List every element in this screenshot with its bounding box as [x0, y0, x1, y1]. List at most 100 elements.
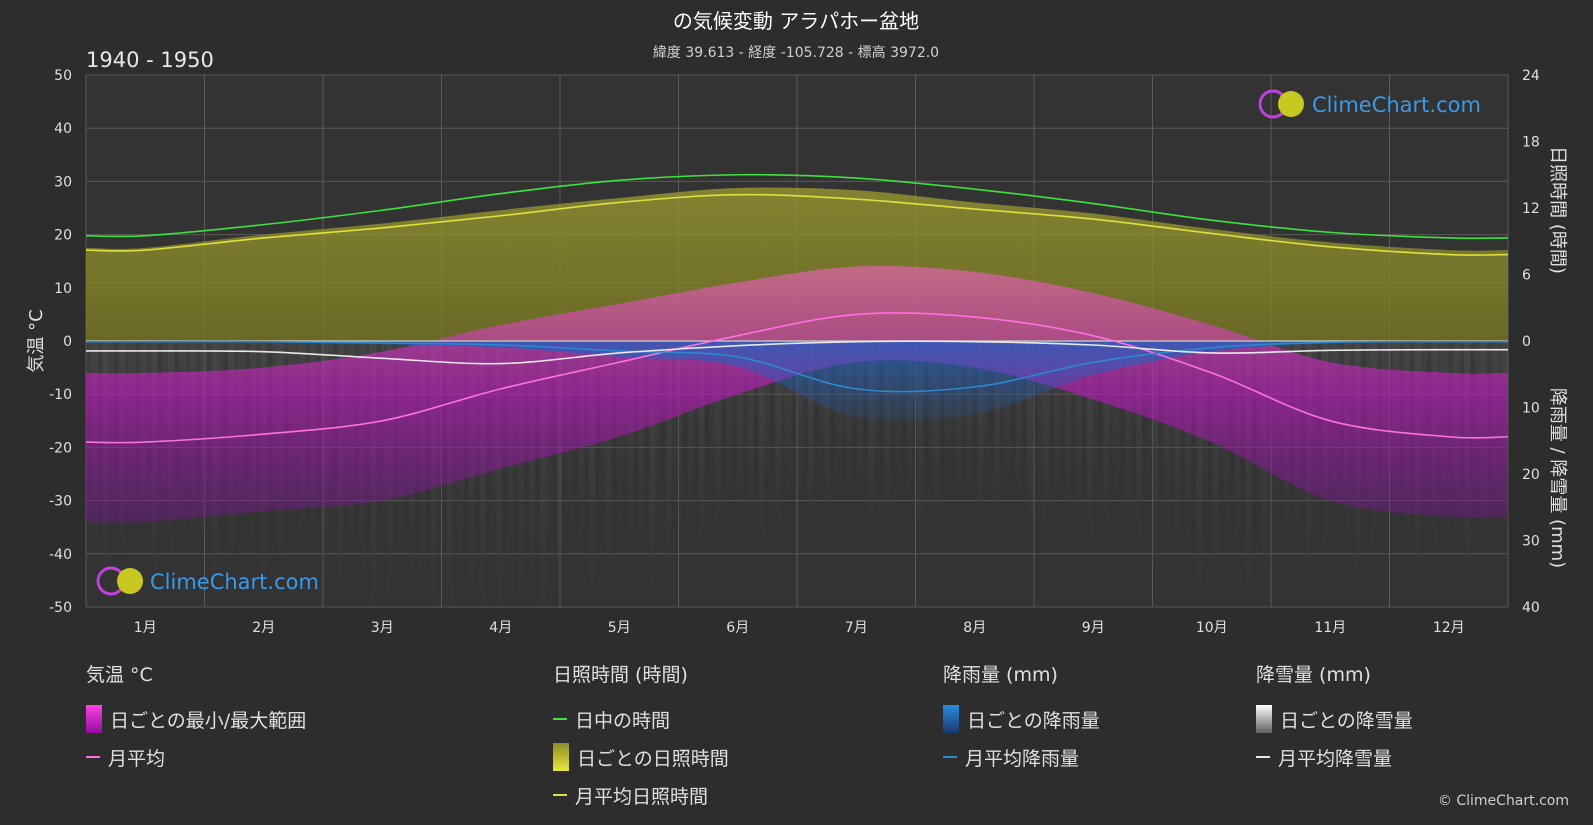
daily-snow-bar [1103, 341, 1110, 522]
daily-snow-bar [1196, 341, 1203, 586]
legend-snow: 降雪量 (mm) 日ごとの降雪量 月平均降雪量 [1256, 660, 1413, 776]
y-left-tick-label: -40 [49, 547, 72, 563]
y-right-top-axis-label: 日照時間 (時間) [1547, 146, 1568, 274]
daily-snow-bar [1054, 341, 1061, 490]
y-right-top-tick-label: 24 [1522, 68, 1540, 84]
logo-sun-icon [1278, 91, 1304, 117]
daily-snow-bar [687, 341, 694, 510]
y-left-tick-label: 40 [54, 121, 72, 137]
daily-snow-bar [966, 341, 973, 491]
daily-snow-bar [1043, 341, 1050, 522]
daily-snow-bar [993, 341, 1000, 505]
y-left-tick-label: 20 [54, 228, 72, 244]
daily-snow-bar [1064, 341, 1071, 506]
daily-snow-bar [709, 341, 716, 477]
legend-item-snow-avg: 月平均降雪量 [1256, 738, 1413, 776]
daily-snow-bar [1185, 341, 1192, 544]
watermark-top: ClimeChart.com [1258, 89, 1481, 119]
daily-rain-area [86, 341, 1508, 422]
daily-snow-bar [627, 341, 634, 544]
sunshine-avg-swatch-icon [553, 794, 567, 796]
snow-avg-swatch-icon [1256, 756, 1270, 758]
rain-avg-swatch-icon [943, 756, 957, 758]
daily-snow-bar [758, 341, 765, 542]
sunshine-avg-line [85, 193, 1509, 256]
legend-rain-title: 降雨量 (mm) [943, 664, 1058, 686]
daily-snow-bar [1075, 341, 1082, 506]
temp-range-band [86, 265, 1508, 523]
daily-snow-bar [1059, 341, 1066, 459]
daily-sunshine-swatch-icon [553, 743, 569, 771]
x-tick-label: 2月 [252, 620, 275, 636]
rain-avg-line [86, 340, 1509, 393]
legend-item-daily-snow: 日ごとの降雪量 [1256, 700, 1413, 738]
legend-item-daylight: 日中の時間 [553, 700, 729, 738]
daily-snow-bar [556, 341, 563, 607]
daylight-line [85, 173, 1509, 240]
axes: 50 40 30 20 10 0 -10 -20 -30 -40 -50 24 18 12 6 0 10 20 30… [49, 68, 1540, 636]
y-left-tick-label: -30 [49, 494, 72, 510]
daily-snow-swatch-icon [1256, 705, 1272, 733]
x-tick-label: 9月 [1082, 620, 1105, 636]
legend-sunshine: 日照時間 (時間) 日中の時間 日ごとの日照時間 月平均日照時間 [553, 660, 729, 814]
daily-snow-bar [807, 341, 814, 518]
daily-snow-bar [714, 341, 721, 526]
x-tick-label: 10月 [1196, 620, 1228, 636]
daily-snow-bar [977, 341, 984, 518]
legend-temperature-title: 気温 °C [86, 664, 153, 686]
x-tick-label: 4月 [489, 620, 512, 636]
snow-avg-line [85, 340, 1509, 365]
temp-avg-swatch-icon [86, 756, 100, 758]
y-right-bottom-tick-label: 10 [1522, 401, 1540, 417]
daily-snow-bar [496, 341, 503, 607]
y-right-bottom-tick-label: 40 [1522, 600, 1540, 616]
logo-sun-icon [117, 568, 143, 594]
watermark-text-bottom: ClimeChart.com [150, 570, 319, 594]
temp-range-swatch-icon [86, 705, 102, 733]
legend-item-temp-range: 日ごとの最小/最大範囲 [86, 700, 306, 738]
chart-title: の気候変動 アラパホー盆地 [673, 9, 919, 33]
daily-snow-bar [775, 341, 782, 526]
daily-snow-bar [649, 341, 656, 586]
x-tick-label: 3月 [371, 620, 394, 636]
legend-temperature: 気温 °C 日ごとの最小/最大範囲 月平均 [86, 660, 306, 776]
y-right-bottom-axis-label: 降雨量 / 降雪量 (mm) [1547, 388, 1568, 568]
climate-chart: の気候変動 アラパホー盆地 緯度 39.613 - 経度 -105.728 - … [26, 9, 1568, 636]
legend-item-daily-sunshine: 日ごとの日照時間 [553, 738, 729, 776]
watermark-bottom: ClimeChart.com [96, 566, 319, 596]
daily-snow-bar [731, 341, 738, 460]
daily-snow-bar [518, 341, 525, 593]
legend-item-sunshine-avg: 月平均日照時間 [553, 776, 729, 814]
daily-snow-bar [1245, 341, 1252, 586]
y-left-tick-label: -10 [49, 387, 72, 403]
temp-avg-line [85, 312, 1509, 444]
x-tick-label: 7月 [845, 620, 868, 636]
daily-snow-bar [1136, 341, 1143, 538]
y-left-tick-label: 50 [54, 68, 72, 84]
legend-item-daily-rain: 日ごとの降雨量 [943, 700, 1100, 738]
daily-snow-bar [1163, 341, 1170, 522]
daily-snow-bar [698, 341, 705, 542]
daily-snow-bar [736, 341, 743, 510]
daily-snow-bar [529, 341, 535, 593]
y-left-tick-label: 30 [54, 174, 72, 190]
daily-snow-bar [1004, 341, 1011, 477]
daily-snow-bar [1092, 341, 1099, 474]
daily-snow-bar [1037, 341, 1044, 474]
daily-snow-bar [933, 341, 940, 505]
legend-item-temp-avg: 月平均 [86, 738, 306, 776]
daily-rain-swatch-icon [943, 705, 959, 733]
y-left-tick-label: -20 [49, 440, 72, 456]
legend-rain: 降雨量 (mm) 日ごとの降雨量 月平均降雨量 [943, 660, 1100, 776]
daily-snow-bar [638, 341, 645, 544]
watermark-text-top: ClimeChart.com [1312, 93, 1481, 117]
daily-snow-bar [1086, 341, 1093, 538]
y-right-top-tick-label: 18 [1522, 135, 1540, 151]
copyright-text: © ClimeChart.com [1437, 793, 1569, 809]
daily-snow-bar [1152, 341, 1159, 565]
y-right-top-tick-label: 6 [1522, 268, 1531, 284]
daily-snow-bar [605, 341, 612, 565]
daily-snow-bar [665, 341, 672, 565]
daily-snow-bar [764, 341, 771, 477]
chart-subtitle: 緯度 39.613 - 経度 -105.728 - 標高 3972.0 [653, 44, 939, 61]
